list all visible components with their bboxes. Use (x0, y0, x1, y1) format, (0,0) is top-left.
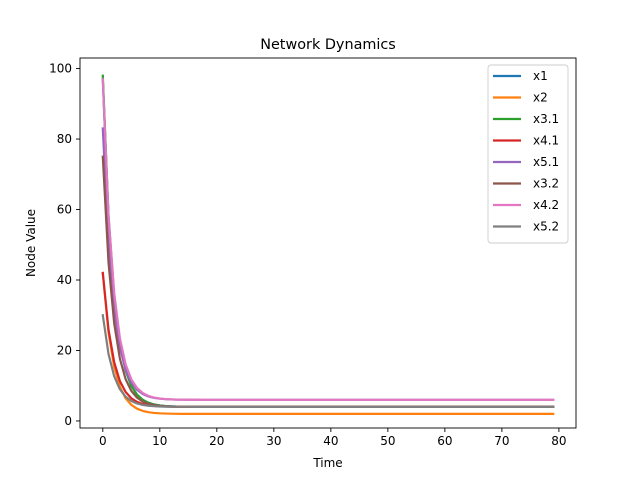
legend-label: x3.2 (533, 177, 559, 191)
legend-label: x1 (533, 69, 548, 83)
chart-legend: x1 x2 x3.1 x4.1 x5.1 x3.2 x4.2 x5.2 (487, 64, 569, 244)
y-axis-ticks: 0 20 40 60 80 100 (49, 62, 80, 428)
x-tick-label: 10 (152, 434, 167, 448)
x-tick-label: 50 (380, 434, 395, 448)
x-tick-label: 40 (323, 434, 338, 448)
x-tick-label: 30 (266, 434, 281, 448)
x-tick-label: 20 (209, 434, 224, 448)
legend-label: x4.2 (533, 198, 559, 212)
legend-label: x5.1 (533, 155, 559, 169)
legend-label: x2 (533, 91, 548, 105)
x-axis-ticks: 0 10 20 30 40 50 60 70 80 (99, 428, 567, 448)
y-tick-label: 80 (57, 132, 72, 146)
x-axis-label: Time (312, 456, 342, 470)
y-tick-label: 0 (64, 414, 72, 428)
y-tick-label: 20 (57, 343, 72, 357)
legend-label: x3.1 (533, 112, 559, 126)
x-tick-label: 0 (99, 434, 107, 448)
series-line-x2 (101, 271, 555, 415)
plot-area-frame (79, 57, 577, 429)
x-tick-label: 80 (551, 434, 566, 448)
x-tick-label: 60 (437, 434, 452, 448)
chart-title: Network Dynamics (260, 37, 396, 53)
legend-label: x5.2 (533, 220, 559, 234)
series-lines (101, 74, 555, 415)
y-axis-label: Node Value (24, 209, 38, 277)
legend-label: x4.1 (533, 134, 559, 148)
y-tick-label: 40 (57, 273, 72, 287)
x-tick-label: 70 (494, 434, 509, 448)
y-tick-label: 100 (49, 62, 72, 76)
series-line-x4-2 (101, 77, 555, 401)
legend-box (487, 64, 569, 244)
y-tick-label: 60 (57, 203, 72, 217)
series-line-x5-2 (101, 313, 555, 408)
